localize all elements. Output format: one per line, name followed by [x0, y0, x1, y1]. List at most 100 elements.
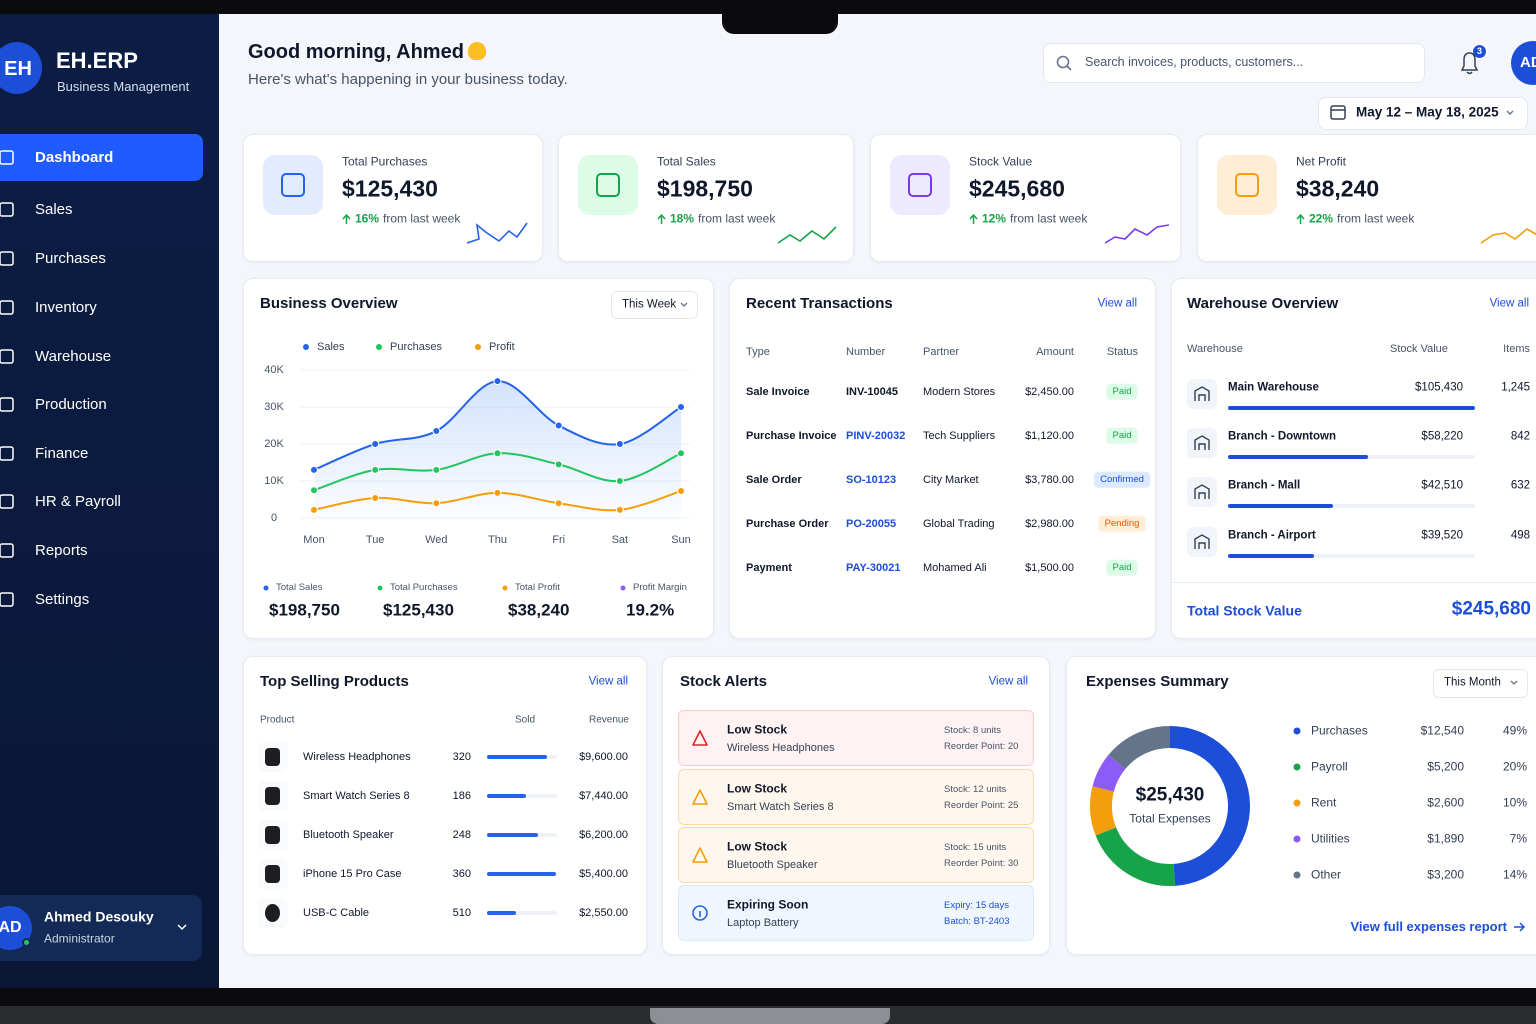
x-tick-label: Thu	[488, 533, 507, 546]
camera-notch	[722, 0, 838, 34]
point	[615, 477, 624, 485]
user-card[interactable]	[0, 895, 202, 961]
view-all-link[interactable]: View all	[1097, 297, 1137, 310]
transaction-partner: City Market	[923, 473, 979, 486]
kpi-label: Net Profit	[1296, 154, 1347, 169]
kpi-note: from last week	[1010, 211, 1088, 226]
progress-fill	[1228, 504, 1333, 508]
status-badge: Paid	[1106, 427, 1138, 445]
alert-icon	[692, 789, 708, 805]
nav-item[interactable]: Finance	[35, 444, 89, 462]
search-box[interactable]	[1043, 43, 1425, 83]
header-avatar-initials: AD	[1520, 53, 1536, 71]
nav-item[interactable]: Sales	[35, 200, 73, 218]
transaction-type: Purchase Invoice	[746, 429, 837, 442]
kpi-note: from last week	[383, 211, 461, 226]
alert-title: Low Stock	[727, 722, 788, 737]
report-link[interactable]: View full expenses report	[1350, 918, 1507, 934]
alert-item[interactable]	[678, 827, 1034, 883]
greeting-subtitle: Here's what's happening in your business…	[248, 70, 568, 88]
card-title: Top Selling Products	[260, 672, 409, 690]
nav-item[interactable]: HR & Payroll	[35, 492, 121, 510]
point	[677, 449, 685, 458]
product-name: Wireless Headphones	[303, 750, 411, 763]
nav-icon	[0, 543, 14, 558]
warehouse-items: 632	[1510, 479, 1530, 492]
transaction-partner: Modern Stores	[923, 385, 996, 398]
transaction-number[interactable]: PINV-20032	[846, 429, 906, 442]
total-stock-value: $245,680	[1451, 598, 1531, 620]
alert-product: Wireless Headphones	[727, 741, 835, 754]
warehouse-icon-tile	[1187, 527, 1217, 557]
total-label: Profit Margin	[633, 581, 687, 593]
progress-fill	[487, 911, 516, 915]
transaction-type: Purchase Order	[746, 517, 829, 530]
notification-badge[interactable]	[1472, 44, 1487, 59]
progress-track	[487, 911, 557, 915]
warehouse-name: Main Warehouse	[1228, 381, 1319, 394]
kpi-value: $125,430	[342, 175, 438, 202]
warehouse-name: Branch - Mall	[1228, 479, 1301, 492]
progress-fill	[487, 833, 538, 837]
nav-item[interactable]: Inventory	[35, 298, 97, 316]
point	[371, 465, 380, 474]
transaction-type: Sale Order	[746, 473, 802, 486]
column-header: Amount	[1036, 345, 1074, 358]
transaction-number[interactable]: INV-10045	[846, 385, 898, 398]
product-sold: 320	[452, 750, 471, 763]
legend-label: Profit	[489, 340, 515, 353]
transaction-amount: $3,780.00	[1025, 473, 1074, 486]
alert-item[interactable]	[678, 710, 1034, 766]
pie-segment	[1108, 726, 1171, 770]
alert-detail: Stock: 12 units	[944, 783, 1007, 795]
nav-item[interactable]: Warehouse	[35, 347, 112, 365]
alert-item[interactable]	[678, 885, 1034, 941]
kpi-change: 22%	[1309, 211, 1334, 226]
search-placeholder: Search invoices, products, customers...	[1085, 55, 1304, 70]
pie-segment	[1092, 755, 1126, 793]
transaction-amount: $1,500.00	[1025, 561, 1074, 574]
nav-item[interactable]: Purchases	[35, 249, 106, 267]
alert-icon	[692, 730, 708, 746]
nav-item[interactable]: Settings	[35, 590, 90, 608]
view-all-link[interactable]: View all	[1489, 297, 1529, 310]
nav-item[interactable]: Reports	[35, 541, 88, 559]
nav-icon	[0, 397, 14, 412]
alert-detail: Stock: 8 units	[944, 724, 1002, 736]
product-image	[265, 748, 280, 766]
nav-active[interactable]	[0, 134, 203, 181]
date-picker[interactable]	[1318, 97, 1528, 130]
y-tick-label: 0	[270, 511, 278, 524]
x-tick-label: Sun	[671, 533, 691, 546]
warehouse-name: Branch - Downtown	[1228, 430, 1336, 443]
column-header: Number	[846, 345, 886, 358]
product-image	[265, 865, 280, 883]
progress-fill	[1228, 554, 1314, 558]
x-tick-label: Wed	[425, 533, 448, 546]
view-all-link[interactable]: View all	[588, 675, 628, 688]
point	[493, 377, 502, 386]
transaction-number[interactable]: PO-20055	[846, 517, 897, 530]
link-arrow	[1514, 922, 1526, 932]
column-header: Revenue	[588, 714, 629, 726]
transaction-partner: Mohamed Ali	[923, 561, 987, 574]
y-tick-label: 20K	[264, 437, 284, 450]
card-title: Business Overview	[260, 294, 398, 312]
view-all-link[interactable]: View all	[988, 675, 1028, 688]
column-header: Warehouse	[1187, 342, 1243, 355]
legend-label: Other	[1311, 867, 1342, 882]
transaction-number[interactable]: PAY-30021	[846, 561, 901, 574]
total-dot	[620, 585, 626, 591]
pie-segment	[1095, 826, 1176, 886]
nav-item[interactable]: Dashboard	[35, 148, 114, 166]
products-card	[243, 656, 647, 955]
transaction-number[interactable]: SO-10123	[846, 473, 897, 486]
legend-dot	[1293, 763, 1301, 771]
kpi-sparkline	[1480, 228, 1536, 244]
filter-button[interactable]	[1433, 669, 1528, 698]
alert-item[interactable]	[678, 769, 1034, 825]
nav-item[interactable]: Production	[35, 395, 107, 413]
product-name: Smart Watch Series 8	[303, 789, 410, 802]
product-sold: 186	[452, 789, 471, 802]
warehouse-icon	[1194, 484, 1210, 499]
